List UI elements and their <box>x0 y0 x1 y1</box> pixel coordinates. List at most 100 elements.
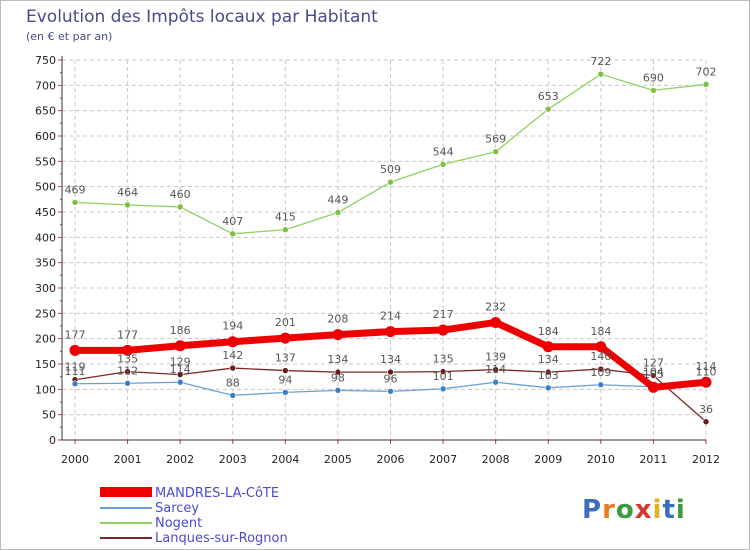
legend-item: Sarcey <box>100 501 199 516</box>
data-label: 139 <box>485 351 506 364</box>
y-tick-label: 300 <box>35 282 56 295</box>
legend-swatch <box>100 507 152 509</box>
x-tick-label: 2010 <box>587 453 615 466</box>
data-label: 114 <box>170 363 191 376</box>
y-tick-label: 650 <box>35 105 56 118</box>
data-label: 140 <box>590 350 611 363</box>
data-point <box>700 376 712 388</box>
data-point <box>387 368 394 376</box>
proxiti-logo: Proxiti <box>582 495 685 525</box>
data-point <box>174 340 186 352</box>
data-label: 135 <box>117 353 138 366</box>
data-label: 114 <box>485 363 506 376</box>
y-tick-label: 500 <box>35 181 56 194</box>
data-point <box>544 384 552 392</box>
data-label: 111 <box>65 365 86 378</box>
data-label: 134 <box>538 353 559 366</box>
logo-letter: x <box>635 495 653 525</box>
data-point <box>387 388 394 395</box>
data-point <box>122 344 134 356</box>
y-tick-label: 450 <box>35 206 56 219</box>
data-label: 109 <box>590 366 611 379</box>
data-point <box>334 387 342 394</box>
series-group <box>69 70 712 426</box>
data-point <box>492 148 499 156</box>
data-point <box>542 341 554 353</box>
data-point <box>544 105 552 113</box>
x-tick-label: 2008 <box>482 453 510 466</box>
data-point <box>227 336 239 348</box>
data-label: 702 <box>696 65 717 78</box>
x-tick-label: 2001 <box>114 453 142 466</box>
data-label: 690 <box>643 71 664 84</box>
data-point <box>334 209 342 216</box>
data-point <box>124 379 131 387</box>
data-label: 142 <box>222 349 243 362</box>
data-label: 569 <box>485 133 506 146</box>
data-label: 415 <box>275 211 296 224</box>
data-label: 186 <box>170 324 191 337</box>
data-label: 127 <box>643 357 664 370</box>
data-label: 36 <box>699 403 713 416</box>
data-label: 96 <box>384 372 398 385</box>
data-label: 217 <box>433 308 454 321</box>
data-point <box>439 368 447 375</box>
data-point <box>544 368 552 376</box>
data-point <box>490 316 502 328</box>
legend-swatch <box>100 522 152 524</box>
data-point <box>229 230 237 238</box>
data-point <box>332 329 344 341</box>
data-label: 114 <box>696 360 717 373</box>
y-tick-label: 550 <box>35 155 56 168</box>
data-point <box>385 326 396 338</box>
data-label: 232 <box>485 300 506 313</box>
series-lanques-sur-rognon <box>71 364 710 426</box>
x-tick-label: 2011 <box>639 453 667 466</box>
data-label: 407 <box>222 215 243 228</box>
data-label: 208 <box>327 313 348 326</box>
data-point <box>702 81 710 88</box>
data-label: 129 <box>170 356 191 369</box>
data-point <box>229 392 237 399</box>
y-tick-label: 350 <box>35 257 56 270</box>
legend-swatch <box>100 537 152 539</box>
data-point <box>437 324 449 336</box>
legend-item: MANDRES-LA-CôTE <box>100 486 279 501</box>
y-tick-label: 50 <box>42 409 56 422</box>
data-label: 469 <box>65 183 86 196</box>
data-point <box>124 201 131 209</box>
x-tick-label: 2003 <box>219 453 247 466</box>
data-label: 134 <box>380 353 401 366</box>
data-point <box>279 332 291 344</box>
series-nogent <box>71 70 710 238</box>
data-label: 88 <box>226 376 240 389</box>
data-point <box>650 372 657 379</box>
legend-item: Nogent <box>100 516 202 531</box>
data-label: 177 <box>65 328 86 341</box>
data-label: 509 <box>380 163 401 176</box>
data-label: 449 <box>327 194 348 207</box>
data-label: 134 <box>327 353 348 366</box>
logo-letter: o <box>616 495 635 525</box>
axes: 0 50 100 150 200 250 300 350 400 450 500 550 600 650 7… <box>35 54 720 466</box>
data-label: 101 <box>433 370 454 383</box>
x-tick-label: 2005 <box>324 453 352 466</box>
legend-label: Lanques-sur-Rognon <box>155 531 288 546</box>
chart-subtitle: (en € et par an) <box>26 30 112 43</box>
data-point <box>597 365 605 373</box>
data-point <box>69 344 81 356</box>
y-tick-label: 750 <box>35 54 56 67</box>
data-point <box>334 368 342 376</box>
data-point <box>282 226 289 234</box>
legend-label: Sarcey <box>155 501 199 516</box>
legend-swatch <box>100 487 152 497</box>
y-tick-label: 700 <box>35 79 56 92</box>
data-label: 98 <box>331 371 345 384</box>
x-tick-label: 2004 <box>271 453 299 466</box>
data-point <box>595 341 607 353</box>
data-point <box>650 87 657 94</box>
legend: MANDRES-LA-CôTE Sarcey Nogent Lanques-su… <box>100 486 288 546</box>
data-labels: 469 464 460 407 415 449 509 544 569 653 722 690 702 1… <box>65 55 717 416</box>
